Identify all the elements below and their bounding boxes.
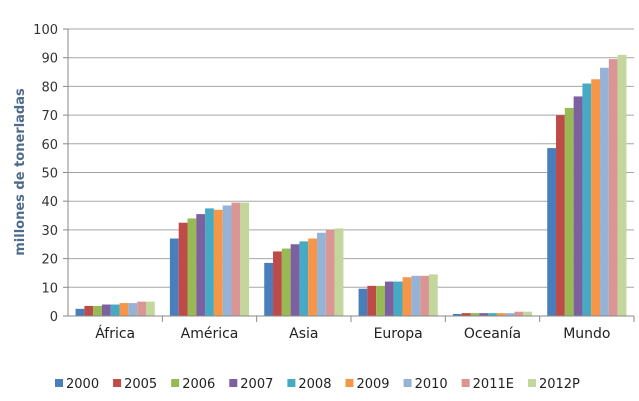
bar-2010-América: [222, 205, 232, 316]
bar-2010-Asia: [317, 232, 326, 316]
legend-label: 2007: [240, 377, 273, 392]
legend-swatch: [287, 379, 296, 387]
bar-2008-América: [205, 208, 214, 316]
category-label: Mundo: [563, 326, 610, 342]
legend-swatch: [229, 379, 238, 387]
bar-2008-Mundo: [582, 83, 592, 316]
y-tick-label: 100: [33, 23, 58, 38]
bar-2008-África: [110, 304, 120, 316]
bar-2010-Mundo: [600, 67, 609, 317]
bar-2009-Mundo: [591, 79, 601, 316]
bar-2009-Europa: [402, 277, 412, 316]
bars: [75, 54, 627, 317]
category-label: América: [181, 326, 239, 342]
y-tick-label: 10: [41, 281, 58, 296]
legend-label: 2010: [415, 377, 448, 392]
gridlines: [68, 28, 634, 288]
bar-2011E-Asia: [325, 229, 335, 316]
bar-2005-Mundo: [556, 115, 565, 316]
y-tick-label: 0: [50, 310, 58, 325]
bar-2000-Mundo: [547, 148, 557, 316]
bar-2011E-Mundo: [608, 59, 618, 316]
legend-label: 2009: [356, 377, 389, 392]
legend-label: 2012P: [539, 377, 580, 392]
legend-swatch: [171, 379, 180, 387]
legend-swatch: [527, 379, 536, 387]
bar-2012P-Oceanía: [523, 311, 533, 316]
legend-swatch: [113, 379, 122, 387]
y-tick-label: 90: [41, 52, 58, 67]
axes: [67, 29, 635, 322]
category-label: Oceanía: [464, 326, 521, 342]
y-axis-label: millones de tonerladas: [13, 88, 28, 256]
y-tick-label: 70: [41, 109, 58, 124]
bar-2011E-África: [137, 301, 146, 316]
bar-2007-Asia: [290, 244, 300, 316]
bar-2009-África: [119, 303, 129, 316]
legend-label: 2006: [182, 377, 215, 392]
bar-2007-África: [101, 304, 111, 316]
legend-swatch: [55, 379, 63, 387]
y-tick-label: 40: [41, 195, 58, 210]
y-axis-ticks: 0 10 20 30 40 50 60 70 80 90 100: [33, 23, 68, 325]
bar-2010-Oceanía: [505, 313, 515, 316]
y-tick-label: 60: [41, 138, 58, 153]
bar-2000-Europa: [358, 288, 368, 316]
legend-label: 2008: [298, 377, 331, 392]
legend-swatch: [345, 379, 354, 387]
category-label: Asia: [289, 326, 318, 342]
bar-2012P-Mundo: [617, 54, 627, 317]
bar-2000-África: [75, 308, 85, 316]
bar-2006-Europa: [376, 285, 385, 316]
bar-2005-Asia: [273, 251, 282, 316]
x-axis-categories: África América Asia Europa Oceanía Mundo: [95, 325, 610, 342]
legend[interactable]: 2000 2005 2006 2007 2008 2009 2010 2011E 2012P: [55, 377, 580, 392]
category-label: África: [95, 325, 135, 342]
bar-2012P-Asia: [334, 228, 344, 316]
bar-2005-Oceanía: [461, 313, 471, 316]
legend-swatch: [403, 379, 412, 387]
bar-2000-América: [169, 238, 179, 316]
bar-2005-Europa: [367, 285, 377, 316]
y-tick-label: 30: [41, 224, 58, 239]
bar-2006-Asia: [281, 248, 291, 316]
bar-2012P-África: [145, 301, 155, 316]
bar-2005-África: [84, 305, 94, 316]
legend-swatch: [461, 379, 470, 387]
bar-2011E-Oceanía: [514, 311, 524, 316]
legend-label: 2000: [66, 377, 99, 392]
bar-2006-Mundo: [564, 107, 574, 316]
bar-2007-América: [196, 214, 206, 316]
bar-2012P-América: [240, 202, 250, 316]
y-tick-label: 20: [41, 253, 58, 268]
bar-2007-Mundo: [573, 96, 583, 316]
bar-2006-América: [187, 218, 197, 316]
bar-2012P-Europa: [428, 274, 438, 316]
bar-2011E-América: [231, 202, 241, 316]
legend-label: 2011E: [473, 377, 514, 392]
bar-2011E-Europa: [420, 275, 429, 316]
y-tick-label: 50: [41, 167, 58, 182]
bar-2010-Europa: [411, 275, 421, 316]
bar-2000-Oceanía: [452, 313, 462, 316]
bar-2009-América: [213, 209, 223, 316]
bar-2007-Europa: [384, 281, 394, 316]
bar-2008-Europa: [393, 281, 403, 316]
bar-2008-Asia: [299, 241, 309, 316]
bar-2009-Asia: [308, 238, 318, 316]
bar-2010-África: [128, 303, 138, 316]
legend-label: 2005: [124, 377, 157, 392]
bar-2000-Asia: [264, 262, 274, 316]
bar-2005-América: [178, 222, 188, 316]
bar-2006-África: [93, 305, 102, 316]
bar-2006-Oceanía: [470, 313, 480, 316]
bar-2007-Oceanía: [479, 313, 489, 316]
y-tick-label: 80: [41, 80, 58, 95]
category-label: Europa: [374, 326, 423, 342]
bar-2009-Oceanía: [496, 313, 506, 316]
bar-2008-Oceanía: [488, 313, 497, 316]
